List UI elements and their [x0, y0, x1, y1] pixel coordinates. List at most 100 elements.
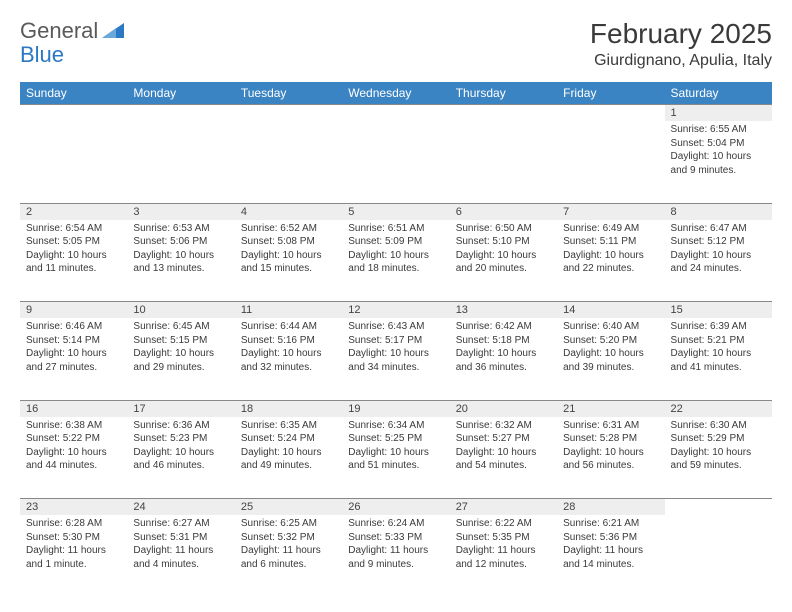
daylight-line: Daylight: 10 hours and 15 minutes. [241, 249, 336, 276]
sunset-line: Sunset: 5:11 PM [563, 235, 658, 249]
empty-cell [342, 121, 449, 203]
day-number: 23 [20, 499, 127, 516]
sunrise-line: Sunrise: 6:39 AM [671, 320, 766, 334]
sunset-line: Sunset: 5:32 PM [241, 531, 336, 545]
day-number: 14 [557, 302, 664, 319]
day-cell: Sunrise: 6:43 AMSunset: 5:17 PMDaylight:… [342, 318, 449, 400]
sunset-line: Sunset: 5:17 PM [348, 334, 443, 348]
sunrise-line: Sunrise: 6:42 AM [456, 320, 551, 334]
day-number: 3 [127, 203, 234, 220]
day-cell: Sunrise: 6:42 AMSunset: 5:18 PMDaylight:… [450, 318, 557, 400]
day-cell: Sunrise: 6:50 AMSunset: 5:10 PMDaylight:… [450, 220, 557, 302]
empty-cell [450, 121, 557, 203]
day-cell: Sunrise: 6:54 AMSunset: 5:05 PMDaylight:… [20, 220, 127, 302]
empty-cell [20, 105, 127, 122]
day-cell: Sunrise: 6:24 AMSunset: 5:33 PMDaylight:… [342, 515, 449, 597]
logo-word2: Blue [20, 42, 64, 67]
empty-cell [20, 121, 127, 203]
sunrise-line: Sunrise: 6:34 AM [348, 419, 443, 433]
day-details: Sunrise: 6:39 AMSunset: 5:21 PMDaylight:… [665, 318, 772, 378]
daylight-line: Daylight: 10 hours and 56 minutes. [563, 446, 658, 473]
day-details: Sunrise: 6:25 AMSunset: 5:32 PMDaylight:… [235, 515, 342, 575]
day-number: 28 [557, 499, 664, 516]
empty-cell [557, 105, 664, 122]
empty-cell [127, 121, 234, 203]
day-details: Sunrise: 6:54 AMSunset: 5:05 PMDaylight:… [20, 220, 127, 280]
day-number: 13 [450, 302, 557, 319]
daylight-line: Daylight: 10 hours and 24 minutes. [671, 249, 766, 276]
day-cell: Sunrise: 6:52 AMSunset: 5:08 PMDaylight:… [235, 220, 342, 302]
sunset-line: Sunset: 5:12 PM [671, 235, 766, 249]
daylight-line: Daylight: 10 hours and 32 minutes. [241, 347, 336, 374]
header: General February 2025 Giurdignano, Apuli… [20, 18, 772, 70]
sunrise-line: Sunrise: 6:45 AM [133, 320, 228, 334]
day-number: 1 [665, 105, 772, 122]
content-row: Sunrise: 6:46 AMSunset: 5:14 PMDaylight:… [20, 318, 772, 400]
location: Giurdignano, Apulia, Italy [590, 52, 772, 70]
day-number: 20 [450, 400, 557, 417]
weekday-header: Wednesday [342, 82, 449, 105]
sunset-line: Sunset: 5:15 PM [133, 334, 228, 348]
day-cell: Sunrise: 6:55 AMSunset: 5:04 PMDaylight:… [665, 121, 772, 203]
sunset-line: Sunset: 5:29 PM [671, 432, 766, 446]
content-row: Sunrise: 6:54 AMSunset: 5:05 PMDaylight:… [20, 220, 772, 302]
day-details: Sunrise: 6:36 AMSunset: 5:23 PMDaylight:… [127, 417, 234, 477]
day-number: 11 [235, 302, 342, 319]
day-number: 21 [557, 400, 664, 417]
day-details: Sunrise: 6:53 AMSunset: 5:06 PMDaylight:… [127, 220, 234, 280]
sunrise-line: Sunrise: 6:31 AM [563, 419, 658, 433]
sunrise-line: Sunrise: 6:38 AM [26, 419, 121, 433]
sunrise-line: Sunrise: 6:53 AM [133, 222, 228, 236]
day-number: 2 [20, 203, 127, 220]
sunrise-line: Sunrise: 6:51 AM [348, 222, 443, 236]
daylight-line: Daylight: 11 hours and 9 minutes. [348, 544, 443, 571]
content-row: Sunrise: 6:38 AMSunset: 5:22 PM Daylight:… [20, 417, 772, 499]
day-cell: Sunrise: 6:47 AMSunset: 5:12 PMDaylight:… [665, 220, 772, 302]
day-number: 9 [20, 302, 127, 319]
sunrise-line: Sunrise: 6:24 AM [348, 517, 443, 531]
sunset-line: Sunset: 5:24 PM [241, 432, 336, 446]
sunset-line: Sunset: 5:22 PM [26, 432, 121, 446]
weekday-row: SundayMondayTuesdayWednesdayThursdayFrid… [20, 82, 772, 105]
sunset-line: Sunset: 5:08 PM [241, 235, 336, 249]
daynum-row: 2345678 [20, 203, 772, 220]
day-number: 25 [235, 499, 342, 516]
sunset-line: Sunset: 5:27 PM [456, 432, 551, 446]
day-number: 4 [235, 203, 342, 220]
daylight-line: Daylight: 10 hours and 20 minutes. [456, 249, 551, 276]
day-details: Sunrise: 6:40 AMSunset: 5:20 PMDaylight:… [557, 318, 664, 378]
day-details: Sunrise: 6:30 AMSunset: 5:29 PMDaylight:… [665, 417, 772, 477]
daylight-line: Daylight: 10 hours and 9 minutes. [671, 150, 766, 177]
daylight-line: Daylight: 10 hours and 41 minutes. [671, 347, 766, 374]
sunset-line: Sunset: 5:09 PM [348, 235, 443, 249]
day-details: Sunrise: 6:24 AMSunset: 5:33 PMDaylight:… [342, 515, 449, 575]
empty-cell [127, 105, 234, 122]
day-cell: Sunrise: 6:46 AMSunset: 5:14 PMDaylight:… [20, 318, 127, 400]
sunrise-line: Sunrise: 6:21 AM [563, 517, 658, 531]
sunset-line: Sunset: 5:05 PM [26, 235, 121, 249]
day-details: Sunrise: 6:35 AMSunset: 5:24 PMDaylight:… [235, 417, 342, 477]
day-cell: Sunrise: 6:45 AMSunset: 5:15 PMDaylight:… [127, 318, 234, 400]
sunset-line: Sunset: 5:14 PM [26, 334, 121, 348]
empty-cell [342, 105, 449, 122]
day-details: Sunrise: 6:49 AMSunset: 5:11 PMDaylight:… [557, 220, 664, 280]
sunrise-line: Sunrise: 6:36 AM [133, 419, 228, 433]
daylight-line: Daylight: 10 hours and 34 minutes. [348, 347, 443, 374]
sunrise-line: Sunrise: 6:27 AM [133, 517, 228, 531]
day-cell: Sunrise: 6:22 AMSunset: 5:35 PMDaylight:… [450, 515, 557, 597]
sunrise-line: Sunrise: 6:40 AM [563, 320, 658, 334]
sunrise-line: Sunrise: 6:32 AM [456, 419, 551, 433]
day-details: Sunrise: 6:47 AMSunset: 5:12 PMDaylight:… [665, 220, 772, 280]
sunset-line: Sunset: 5:20 PM [563, 334, 658, 348]
daylight-line: Daylight: 11 hours and 14 minutes. [563, 544, 658, 571]
day-details: Sunrise: 6:45 AMSunset: 5:15 PMDaylight:… [127, 318, 234, 378]
daylight-line: Daylight: 10 hours and 11 minutes. [26, 249, 121, 276]
day-number: 19 [342, 400, 449, 417]
sunset-line: Sunset: 5:16 PM [241, 334, 336, 348]
weekday-header: Saturday [665, 82, 772, 105]
daynum-row: 9101112131415 [20, 302, 772, 319]
daylight-line: Daylight: 11 hours and 6 minutes. [241, 544, 336, 571]
day-number: 26 [342, 499, 449, 516]
day-cell: Sunrise: 6:28 AMSunset: 5:30 PMDaylight:… [20, 515, 127, 597]
day-details: Sunrise: 6:55 AMSunset: 5:04 PMDaylight:… [665, 121, 772, 181]
